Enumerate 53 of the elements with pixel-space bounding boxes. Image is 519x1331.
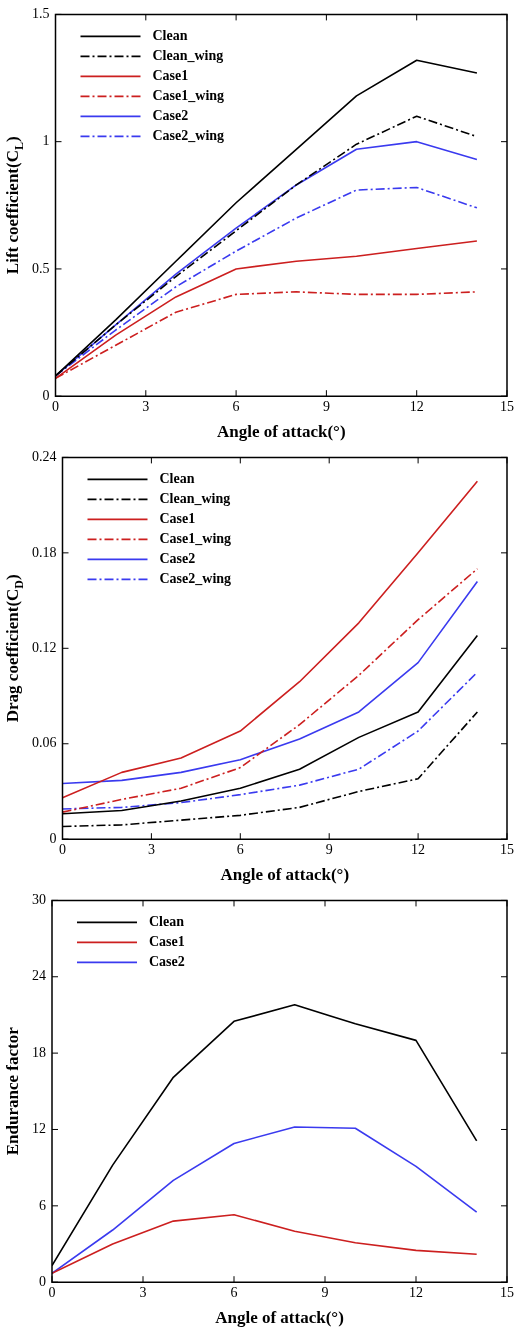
y-tick-label: 0.24 xyxy=(32,449,57,465)
legend-label: Clean xyxy=(149,914,185,930)
x-tick-label: 12 xyxy=(409,399,424,415)
legend-label: Case2_wing xyxy=(152,128,225,144)
y-tick-label: 0.12 xyxy=(32,639,57,655)
y-tick-label: 0 xyxy=(42,387,50,403)
legend-label: Case2 xyxy=(149,954,185,970)
legend-label: Clean_wing xyxy=(159,491,231,507)
y-tick-label: 0 xyxy=(39,1273,46,1289)
legend-label: Case1_wing xyxy=(159,531,232,547)
x-axis-title: Angle of attack(°) xyxy=(215,1308,344,1327)
legend-label: Case1_wing xyxy=(152,88,225,104)
x-tick-label: 3 xyxy=(139,1285,147,1301)
x-tick-label: 12 xyxy=(409,1285,423,1301)
y-tick-label: 1 xyxy=(42,133,50,149)
legend-label: Case1 xyxy=(159,511,196,527)
x-tick-label: 3 xyxy=(142,399,150,415)
y-tick-label: 30 xyxy=(32,892,46,908)
x-tick-label: 9 xyxy=(325,842,333,858)
legend-label: Case1 xyxy=(152,68,189,84)
legend-label: Clean xyxy=(152,28,188,44)
y-tick-label: 0.06 xyxy=(32,735,57,751)
y-tick-label: 1.5 xyxy=(32,6,50,22)
x-axis-title: Angle of attack(°) xyxy=(220,865,350,884)
y-tick-label: 12 xyxy=(32,1121,46,1137)
x-tick-label: 15 xyxy=(500,1285,514,1301)
y-axis-title: Drag coefficient(CD) xyxy=(3,574,27,723)
legend-label: Case1 xyxy=(149,934,185,950)
legend-label: Clean_wing xyxy=(152,48,224,64)
x-axis-title: Angle of attack(°) xyxy=(216,422,346,441)
line-series xyxy=(62,671,479,810)
y-tick-label: 24 xyxy=(32,968,46,984)
x-tick-label: 3 xyxy=(147,842,155,858)
x-tick-label: 9 xyxy=(321,1285,329,1301)
x-tick-label: 15 xyxy=(500,399,514,415)
legend-label: Clean xyxy=(159,471,195,487)
legend-label: Case2 xyxy=(159,551,196,567)
x-tick-label: 6 xyxy=(236,842,244,858)
x-tick-label: 9 xyxy=(322,399,330,415)
y-tick-label: 0.18 xyxy=(32,544,57,560)
x-tick-label: 15 xyxy=(500,842,514,858)
legend-label: Case2 xyxy=(152,108,189,124)
y-tick-label: 18 xyxy=(32,1044,46,1060)
x-tick-label: 12 xyxy=(411,842,426,858)
y-axis-title: Lift coefficient(CL) xyxy=(3,136,27,275)
x-tick-label: 6 xyxy=(232,399,240,415)
line-series xyxy=(62,567,479,813)
y-tick-label: 6 xyxy=(39,1197,46,1213)
y-tick-label: 0.5 xyxy=(32,260,50,276)
y-axis-title: Endurance factor xyxy=(3,1026,22,1156)
x-tick-label: 6 xyxy=(230,1285,238,1301)
legend-label: Case2_wing xyxy=(159,571,232,587)
y-tick-label: 0 xyxy=(49,830,57,846)
